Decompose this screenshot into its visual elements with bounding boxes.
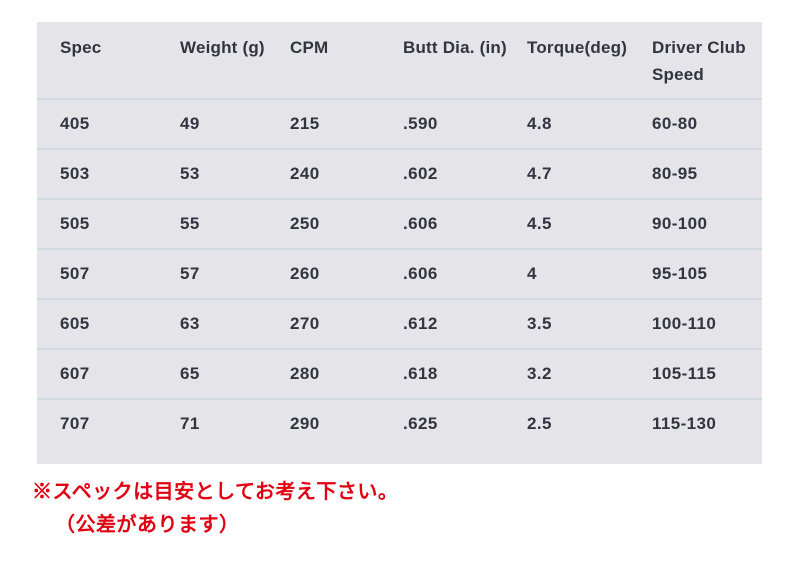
cell-cpm: 270 <box>290 314 320 333</box>
cell-weight: 49 <box>180 114 200 133</box>
cell-weight: 65 <box>180 364 200 383</box>
table-row: 707 71 290 .625 2.5 115-130 <box>37 398 762 448</box>
cell-butt-dia: .606 <box>403 264 438 283</box>
disclaimer-line-1: ※スペックは目安としてお考え下さい。 <box>32 481 399 503</box>
table-row: 507 57 260 .606 4 95-105 <box>37 248 762 298</box>
cell-torque: 3.2 <box>527 364 552 383</box>
cell-speed: 80-95 <box>652 164 698 183</box>
cell-cpm: 250 <box>290 214 320 233</box>
column-header-cpm: CPM <box>290 38 329 57</box>
table-row: 405 49 215 .590 4.8 60-80 <box>37 98 762 148</box>
table-row: 605 63 270 .612 3.5 100-110 <box>37 298 762 348</box>
cell-spec: 505 <box>60 214 90 233</box>
spec-table: Spec Weight (g) CPM Butt Dia. (in) Torqu… <box>37 22 762 464</box>
table-row: 505 55 250 .606 4.5 90-100 <box>37 198 762 248</box>
cell-torque: 2.5 <box>527 414 552 433</box>
table-row: 503 53 240 .602 4.7 80-95 <box>37 148 762 198</box>
disclaimer-line-2: （公差があります） <box>55 514 240 536</box>
cell-butt-dia: .618 <box>403 364 438 383</box>
cell-butt-dia: .625 <box>403 414 438 433</box>
cell-torque: 4.7 <box>527 164 552 183</box>
cell-torque: 3.5 <box>527 314 552 333</box>
cell-torque: 4.5 <box>527 214 552 233</box>
cell-speed: 90-100 <box>652 214 708 233</box>
cell-speed: 95-105 <box>652 264 708 283</box>
spec-disclaimer: ※スペックは目安としてお考え下さい。 （公差があります） <box>32 476 398 542</box>
cell-torque: 4.8 <box>527 114 552 133</box>
cell-speed: 100-110 <box>652 314 717 333</box>
cell-cpm: 215 <box>290 114 320 133</box>
cell-spec: 707 <box>60 414 90 433</box>
cell-weight: 71 <box>180 414 200 433</box>
cell-weight: 53 <box>180 164 200 183</box>
cell-spec: 605 <box>60 314 90 333</box>
column-header-weight: Weight (g) <box>180 38 265 57</box>
column-header-torque: Torque(deg) <box>527 38 628 57</box>
cell-weight: 55 <box>180 214 200 233</box>
cell-torque: 4 <box>527 264 537 283</box>
table-header-row: Spec Weight (g) CPM Butt Dia. (in) Torqu… <box>37 22 762 98</box>
cell-butt-dia: .590 <box>403 114 438 133</box>
cell-cpm: 260 <box>290 264 320 283</box>
cell-cpm: 290 <box>290 414 320 433</box>
cell-spec: 503 <box>60 164 90 183</box>
cell-speed: 60-80 <box>652 114 698 133</box>
cell-spec: 405 <box>60 114 90 133</box>
cell-butt-dia: .606 <box>403 214 438 233</box>
column-header-butt-dia: Butt Dia. (in) <box>403 38 507 57</box>
column-header-spec: Spec <box>60 38 102 57</box>
cell-speed: 105-115 <box>652 364 717 383</box>
cell-butt-dia: .602 <box>403 164 438 183</box>
cell-cpm: 280 <box>290 364 320 383</box>
table-row: 607 65 280 .618 3.2 105-115 <box>37 348 762 398</box>
column-header-driver-club-speed: Driver Club Speed <box>652 38 746 84</box>
cell-cpm: 240 <box>290 164 320 183</box>
cell-weight: 57 <box>180 264 200 283</box>
cell-weight: 63 <box>180 314 200 333</box>
cell-spec: 507 <box>60 264 90 283</box>
cell-butt-dia: .612 <box>403 314 438 333</box>
cell-spec: 607 <box>60 364 90 383</box>
cell-speed: 115-130 <box>652 414 717 433</box>
